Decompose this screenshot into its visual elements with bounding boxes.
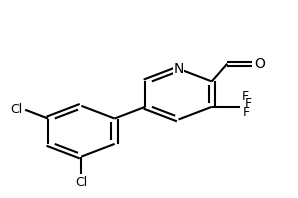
Text: F: F xyxy=(242,89,249,103)
Text: O: O xyxy=(255,57,266,71)
Text: Cl: Cl xyxy=(10,103,23,116)
Text: Cl: Cl xyxy=(75,176,88,189)
Text: F: F xyxy=(243,106,250,119)
Text: N: N xyxy=(173,62,184,76)
Text: F: F xyxy=(245,97,252,110)
